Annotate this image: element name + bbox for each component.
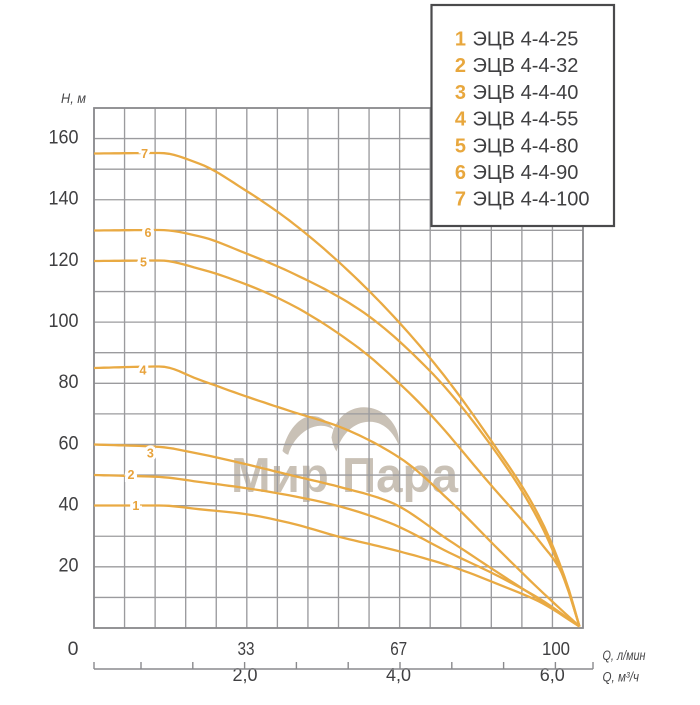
- svg-text:60: 60: [59, 432, 79, 454]
- svg-text:100: 100: [49, 310, 79, 332]
- svg-text:ЭЦВ 4-4-100: ЭЦВ 4-4-100: [473, 189, 590, 211]
- svg-text:ЭЦВ 4-4-55: ЭЦВ 4-4-55: [473, 109, 579, 131]
- svg-text:160: 160: [49, 127, 79, 149]
- svg-text:100: 100: [542, 639, 570, 659]
- svg-text:2,0: 2,0: [232, 665, 257, 685]
- svg-text:Н, м: Н, м: [61, 90, 86, 106]
- svg-text:2: 2: [128, 468, 135, 482]
- svg-text:Q, м³/ч: Q, м³/ч: [603, 669, 640, 685]
- svg-text:3: 3: [147, 446, 154, 460]
- svg-text:ЭЦВ 4-4-25: ЭЦВ 4-4-25: [473, 29, 579, 51]
- svg-text:6: 6: [145, 226, 152, 240]
- svg-text:Q, л/мин: Q, л/мин: [603, 647, 646, 663]
- svg-text:40: 40: [59, 494, 79, 516]
- svg-text:ЭЦВ 4-4-40: ЭЦВ 4-4-40: [473, 82, 579, 104]
- svg-text:4: 4: [455, 109, 467, 131]
- svg-text:80: 80: [59, 371, 79, 393]
- svg-text:7: 7: [455, 189, 466, 211]
- svg-text:120: 120: [49, 249, 79, 271]
- svg-text:140: 140: [49, 188, 79, 210]
- svg-text:67: 67: [390, 639, 407, 659]
- svg-text:1: 1: [132, 499, 139, 513]
- svg-text:3: 3: [455, 82, 466, 104]
- svg-text:0: 0: [68, 638, 79, 660]
- svg-text:4,0: 4,0: [386, 665, 411, 685]
- svg-text:6: 6: [455, 162, 466, 184]
- svg-text:4: 4: [140, 364, 147, 378]
- svg-text:20: 20: [59, 555, 79, 577]
- svg-text:5: 5: [140, 256, 147, 270]
- svg-text:ЭЦВ 4-4-90: ЭЦВ 4-4-90: [473, 162, 579, 184]
- svg-text:Мир Пара: Мир Пара: [231, 449, 459, 503]
- svg-text:7: 7: [141, 147, 148, 161]
- svg-text:6,0: 6,0: [540, 665, 565, 685]
- svg-text:33: 33: [238, 639, 255, 659]
- svg-text:ЭЦВ 4-4-80: ЭЦВ 4-4-80: [473, 135, 579, 157]
- svg-text:5: 5: [455, 135, 466, 157]
- svg-text:2: 2: [455, 55, 466, 77]
- svg-text:ЭЦВ 4-4-32: ЭЦВ 4-4-32: [473, 55, 579, 77]
- svg-text:1: 1: [455, 29, 466, 51]
